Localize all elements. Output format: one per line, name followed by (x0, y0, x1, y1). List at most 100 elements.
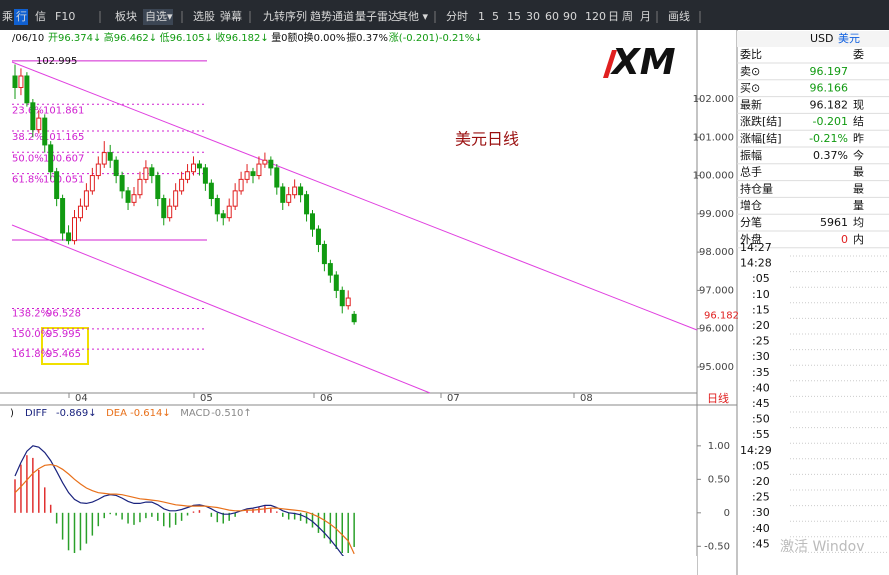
channel-line (11, 224, 431, 394)
candle-body (196, 163, 202, 169)
y-tick-label: 97.000 (699, 285, 734, 296)
fib-pct: 50.0% (12, 153, 44, 164)
y-tick-label: 98.000 (699, 247, 734, 258)
x-tick-label: 08 (580, 393, 593, 404)
toolbar-item[interactable]: 15 (507, 10, 521, 23)
toolbar-highlight (14, 9, 28, 25)
quote-value: 96.166 (810, 82, 849, 95)
quote-label: 委比 (740, 48, 762, 61)
candle-body (179, 178, 185, 192)
quote-tail: 结 (853, 115, 864, 128)
quote-tail: 最 (853, 166, 864, 179)
quote-tail: 今 (853, 148, 864, 162)
tick-time: :55 (752, 428, 770, 441)
info-item: 额0 (287, 31, 303, 44)
toolbar-item[interactable]: 选股 (193, 10, 215, 23)
candle-body (173, 190, 179, 207)
toolbar-item[interactable]: 行 (16, 10, 27, 23)
tick-time: :50 (752, 413, 770, 426)
candle-body (185, 171, 191, 180)
quote-label: 总手 (740, 165, 762, 179)
candle-body (137, 178, 143, 196)
toolbar-item[interactable]: 乘 (2, 10, 13, 23)
candle-body (339, 289, 345, 307)
candle-body (12, 75, 18, 88)
candle-body (101, 152, 107, 165)
candle-body (315, 228, 321, 245)
toolbar-item[interactable]: 日 (608, 10, 619, 23)
toolbar-item[interactable]: 月 (640, 10, 651, 23)
tick-time: 14:27 (740, 241, 772, 254)
level-label: 102.995 (36, 56, 77, 67)
tick-time: :35 (752, 366, 770, 379)
tick-time: :20 (752, 475, 770, 488)
tick-time: :15 (752, 303, 770, 316)
tick-time: :45 (752, 537, 770, 550)
candle-body (351, 313, 357, 323)
quote-label: 振幅 (740, 148, 762, 162)
y-tick-label: 101.000 (693, 132, 734, 143)
fib-value: 95.465 (46, 349, 81, 360)
macd-value: -0.510↑ (211, 408, 252, 419)
candle-body (208, 182, 214, 200)
quote-tail: 量 (853, 199, 864, 212)
toolbar-item[interactable]: 60 (545, 10, 559, 23)
candle-body (48, 144, 54, 173)
fib-pct: 138.2% (12, 308, 50, 319)
info-item: 量0 (271, 32, 287, 44)
toolbar-item[interactable]: 其他 ▾ (397, 10, 428, 23)
candle-body (238, 178, 244, 192)
fib-pct: 23.6% (12, 105, 44, 116)
dea-line (14, 463, 355, 555)
candle-body (226, 205, 232, 219)
quote-header (737, 31, 889, 47)
fib-pct: 38.2% (12, 132, 44, 143)
candle-body (327, 263, 333, 276)
quote-value: 5961 (820, 216, 848, 229)
candle-body (250, 171, 256, 177)
toolbar-item[interactable]: 九转序列 (263, 9, 307, 23)
toolbar-item[interactable]: 5 (492, 10, 499, 23)
candle-body (191, 163, 196, 173)
toolbar-item[interactable]: 趋势通道 (310, 9, 354, 23)
quote-label: 外盘 (740, 232, 762, 246)
toolbar-item[interactable]: 分时 (446, 10, 468, 23)
candle-body (30, 102, 36, 131)
candle-body (161, 198, 167, 219)
y-tick-label: 102.000 (693, 94, 734, 105)
toolbar-item[interactable]: 1 (478, 10, 485, 23)
candle-body (304, 194, 310, 215)
toolbar-item[interactable]: 90 (563, 10, 577, 23)
candle-body (131, 194, 137, 203)
toolbar-item[interactable]: 信 (35, 10, 46, 23)
symbol-name: 美元 (838, 32, 860, 45)
candle-body (125, 190, 131, 203)
toolbar-item[interactable]: 自选▾ (145, 10, 173, 23)
tick-time: :25 (752, 335, 770, 348)
toolbar-item[interactable]: 画线 (668, 9, 690, 23)
y-tick-label: 100.000 (693, 171, 734, 182)
macd-bracket: ) (10, 408, 14, 419)
channel-line (11, 61, 698, 331)
diff-line (14, 445, 355, 572)
toolbar-item[interactable]: 30 (526, 10, 540, 23)
candle-body (262, 159, 268, 165)
toolbar-item[interactable]: 弹幕 (220, 9, 242, 23)
period-label: 日线 (707, 391, 729, 405)
toolbar-item[interactable]: 量子雷达 (355, 10, 399, 23)
toolbar-item[interactable]: 板块 (115, 9, 137, 23)
info-item: 换0.00% (304, 31, 346, 44)
candle-body (113, 159, 119, 177)
candle-body (292, 186, 298, 196)
quote-tail: 现 (853, 98, 864, 111)
tick-time: :30 (752, 350, 770, 363)
candle-body (54, 171, 60, 200)
toolbar-item[interactable]: 周 (622, 10, 633, 23)
toolbar-item[interactable]: 120 (585, 10, 606, 23)
toolbar-highlight (143, 9, 173, 25)
quote-value: 0.37% (813, 149, 848, 162)
quote-label: 分笔 (740, 215, 762, 229)
toolbar-item[interactable]: F10 (55, 10, 75, 23)
x-tick-label: 07 (447, 393, 460, 404)
fib-value: 96.528 (46, 308, 81, 319)
